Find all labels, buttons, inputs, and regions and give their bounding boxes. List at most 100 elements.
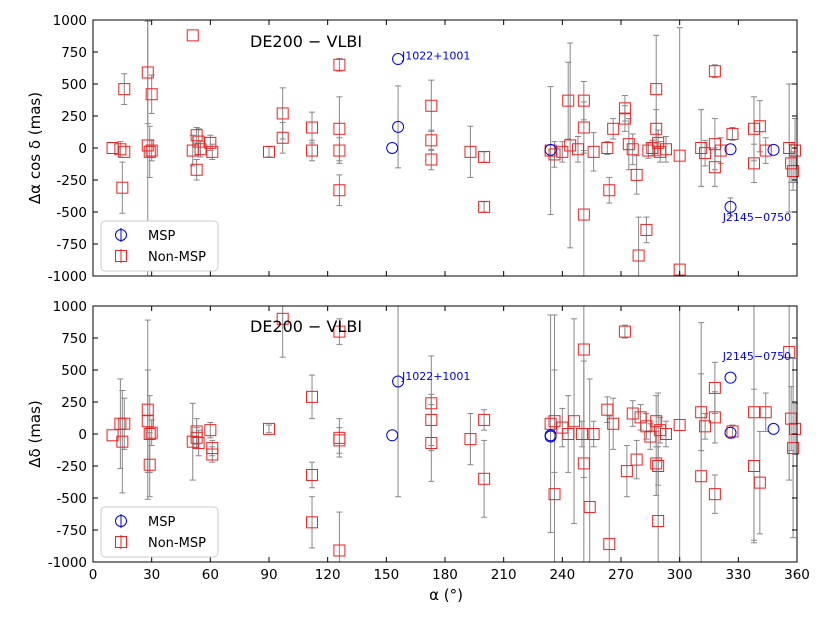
legend-msp-label: MSP <box>148 515 175 530</box>
nonmsp-point <box>143 145 156 158</box>
nonmsp-point <box>650 83 663 96</box>
nonmsp-point <box>141 403 154 416</box>
nonmsp-point <box>306 468 319 481</box>
nonmsp-point <box>673 149 686 162</box>
legend-msp-label: MSP <box>148 229 175 244</box>
msp-point <box>392 53 405 66</box>
nonmsp-point <box>194 143 207 156</box>
nonmsp-point <box>626 407 639 420</box>
nonmsp-point <box>652 136 665 149</box>
nonmsp-point <box>478 200 491 213</box>
nonmsp-point <box>607 122 620 135</box>
nonmsp-point <box>708 65 721 78</box>
y-tick-label: 500 <box>61 77 87 93</box>
nonmsp-point <box>577 94 590 107</box>
nonmsp-point <box>548 488 561 501</box>
nonmsp-point <box>333 544 346 557</box>
nonmsp-point <box>577 343 590 356</box>
nonmsp-point <box>753 120 766 133</box>
nonmsp-point <box>204 136 217 149</box>
nonmsp-point <box>190 425 203 438</box>
marker-layer <box>106 312 802 557</box>
msp-point <box>386 142 399 154</box>
y-tick-label: 250 <box>61 109 87 125</box>
nonmsp-point <box>618 102 631 115</box>
legend: MSP Non-MSP <box>100 506 219 558</box>
nonmsp-point <box>478 413 491 426</box>
nonmsp-point <box>747 406 760 419</box>
nonmsp-point <box>548 148 561 161</box>
msp-point <box>724 143 737 156</box>
nonmsp-point <box>204 424 217 437</box>
nonmsp-point <box>753 476 766 489</box>
nonmsp-point <box>618 325 631 338</box>
nonmsp-point <box>145 426 158 439</box>
nonmsp-point <box>603 184 616 197</box>
msp-point <box>767 143 780 156</box>
nonmsp-point <box>577 121 590 134</box>
x-tick-label: 270 <box>608 567 634 583</box>
nonmsp-point <box>726 127 739 140</box>
nonmsp-point <box>577 208 590 221</box>
nonmsp-point <box>699 147 712 160</box>
nonmsp-point <box>747 460 760 472</box>
nonmsp-point <box>143 428 156 440</box>
nonmsp-point <box>116 435 129 448</box>
y-tick-label: 1000 <box>53 299 87 315</box>
y-axis-label: Δδ (mas) <box>26 400 44 468</box>
x-tick-label: 210 <box>491 567 517 583</box>
nonmsp-point <box>306 121 319 134</box>
nonmsp-point <box>587 428 600 440</box>
annotation-j1022: J1022+1001 <box>401 370 470 383</box>
nonmsp-point <box>640 223 653 236</box>
nonmsp-point <box>114 143 127 156</box>
panel-title: DE200 − VLBI <box>250 317 362 336</box>
x-tick-label: 90 <box>260 567 277 583</box>
msp-point <box>767 422 780 435</box>
x-tick-label: 60 <box>202 567 219 583</box>
y-tick-label: -250 <box>56 459 87 475</box>
nonmsp-point <box>587 145 600 158</box>
nonmsp-point <box>708 488 721 501</box>
nonmsp-point <box>206 442 219 455</box>
legend-nonmsp-marker <box>115 250 127 262</box>
msp-point <box>386 429 399 442</box>
x-tick-label: 360 <box>784 567 810 583</box>
legend-nonmsp-label: Non-MSP <box>148 536 206 551</box>
y-tick-label: 1000 <box>53 13 87 29</box>
nonmsp-point <box>626 143 639 156</box>
nonmsp-point <box>425 134 438 147</box>
msp-point <box>724 371 737 384</box>
legend: MSP Non-MSP <box>100 220 219 272</box>
nonmsp-point <box>708 381 721 394</box>
y-tick-label: 0 <box>78 141 87 157</box>
nonmsp-point <box>603 538 616 551</box>
nonmsp-point <box>118 145 131 158</box>
nonmsp-point <box>544 417 557 430</box>
nonmsp-point <box>564 139 577 152</box>
nonmsp-point <box>464 433 477 446</box>
nonmsp-point <box>425 413 438 426</box>
legend-msp-marker <box>115 229 127 241</box>
nonmsp-point <box>556 145 569 158</box>
nonmsp-point <box>708 161 721 174</box>
x-tick-label: 120 <box>315 567 341 583</box>
nonmsp-point <box>783 346 796 359</box>
nonmsp-point <box>306 516 319 529</box>
y-tick-label: -750 <box>56 523 87 539</box>
y-tick-label: -1000 <box>48 269 87 285</box>
legend-box <box>100 220 219 272</box>
nonmsp-point <box>583 500 596 513</box>
nonmsp-point <box>306 390 319 403</box>
nonmsp-point <box>618 112 631 125</box>
nonmsp-point <box>789 144 802 157</box>
nonmsp-point <box>695 470 708 483</box>
nonmsp-point <box>652 460 665 472</box>
nonmsp-point <box>548 415 561 428</box>
y-axis-label: Δα cos δ (mas) <box>26 92 44 204</box>
axis-layer: -1000 -750 -500 -250 0 250 500 750 1000 <box>48 13 798 285</box>
nonmsp-point <box>577 457 590 470</box>
msp-point <box>724 426 737 439</box>
x-tick-label: 330 <box>725 567 751 583</box>
x-tick-label: 0 <box>89 567 98 583</box>
